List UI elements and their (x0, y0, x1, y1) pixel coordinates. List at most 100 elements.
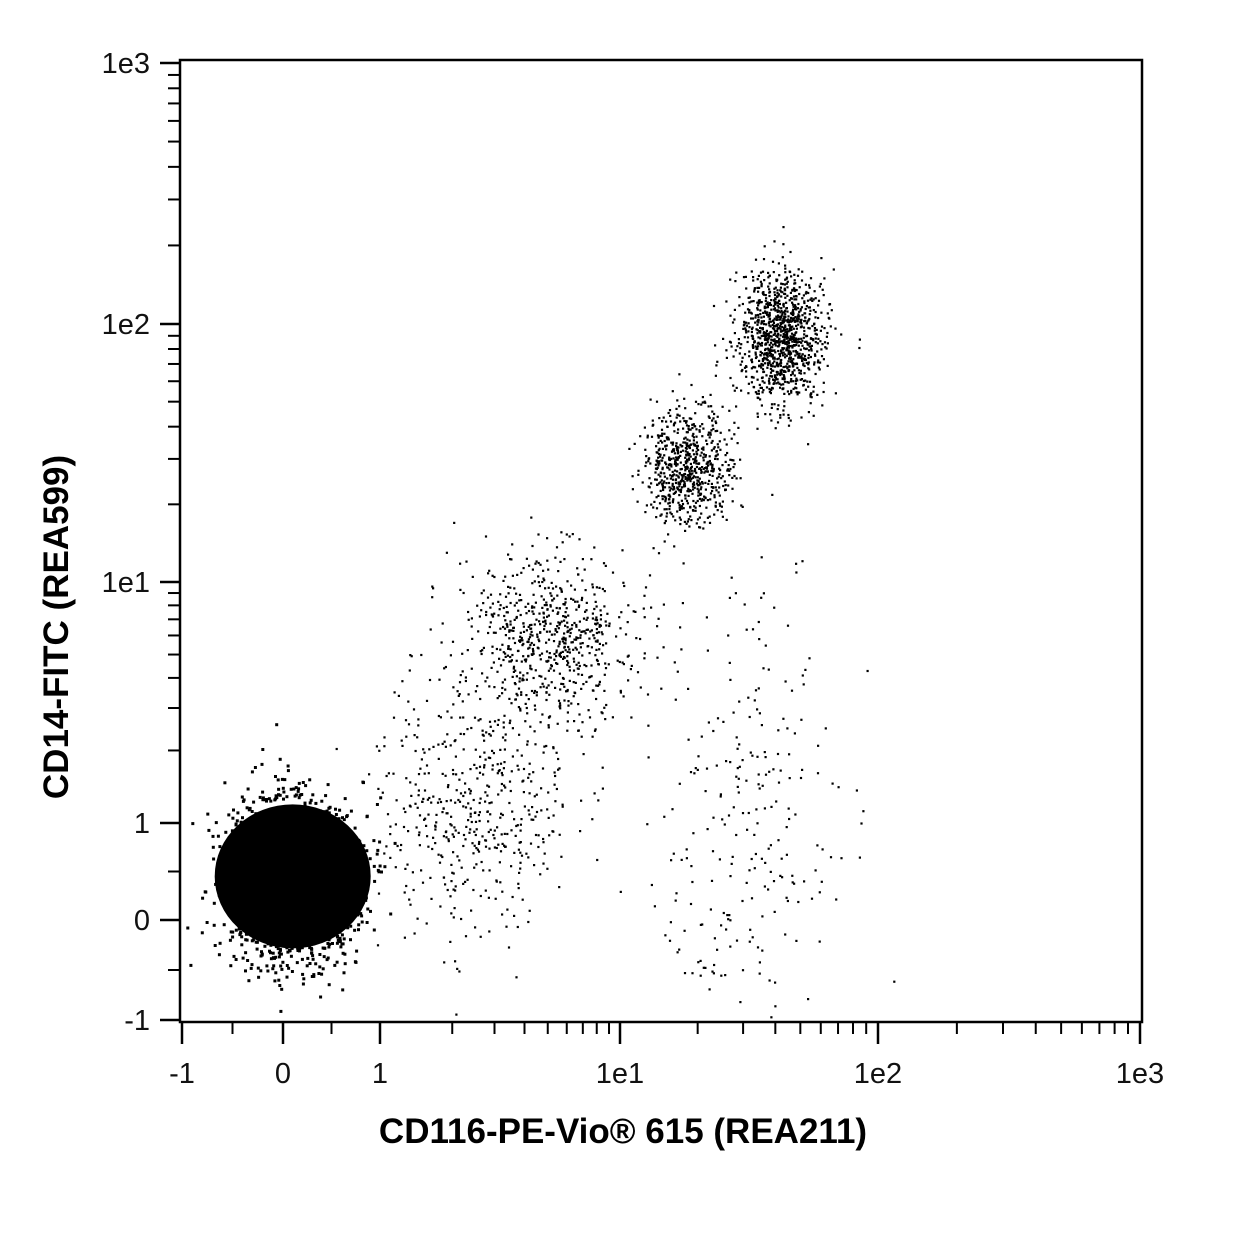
data-point (716, 360, 719, 363)
data-point (595, 697, 598, 701)
data-point (490, 613, 493, 616)
data-point (668, 409, 672, 412)
data-point (776, 295, 779, 298)
data-point (452, 835, 455, 838)
data-point (585, 628, 588, 631)
data-point (825, 347, 828, 350)
data-point (696, 476, 699, 479)
data-point (547, 586, 550, 589)
data-point (656, 461, 659, 464)
data-point (646, 434, 649, 437)
data-point (675, 456, 678, 459)
data-point (680, 505, 684, 508)
data-point (547, 816, 550, 819)
data-point (596, 659, 599, 663)
data-point (655, 445, 658, 448)
data-point (548, 693, 551, 696)
data-point (606, 612, 609, 615)
data-point (595, 619, 599, 622)
data-point (532, 818, 535, 821)
data-point (324, 794, 328, 798)
data-point (773, 328, 776, 331)
data-point (702, 527, 705, 530)
data-point (716, 429, 719, 432)
data-point (539, 631, 542, 634)
data-point (549, 604, 552, 607)
data-point (659, 481, 662, 484)
data-point (540, 787, 543, 790)
data-point (526, 743, 529, 746)
data-point (737, 426, 740, 429)
data-point (477, 814, 480, 817)
data-point (661, 466, 664, 469)
data-point (509, 586, 512, 589)
data-point (654, 478, 657, 481)
data-point (766, 347, 769, 350)
data-point (499, 881, 502, 884)
data-point (803, 333, 806, 336)
data-point (788, 319, 791, 322)
data-point (804, 307, 807, 311)
data-point (591, 689, 594, 692)
data-point (695, 450, 698, 453)
data-point (276, 778, 280, 782)
data-point (476, 777, 479, 780)
data-point (504, 655, 507, 658)
data-point (325, 809, 329, 813)
data-point (740, 504, 743, 507)
data-point (575, 663, 578, 666)
data-point (537, 638, 540, 641)
data-point (557, 621, 560, 624)
data-point (763, 381, 766, 384)
data-point (566, 659, 569, 663)
data-point (534, 562, 537, 565)
data-point (478, 840, 481, 844)
data-point (245, 806, 249, 810)
data-point (684, 407, 687, 410)
data-point (492, 752, 495, 755)
data-point (717, 446, 720, 449)
data-point (763, 245, 766, 248)
data-point (470, 909, 473, 912)
data-point (547, 716, 551, 719)
data-point (731, 500, 734, 503)
data-point (453, 907, 456, 910)
data-point (566, 626, 569, 629)
data-point (461, 700, 464, 703)
data-point (787, 381, 790, 384)
data-point (465, 560, 468, 563)
data-point (275, 723, 279, 727)
data-point (675, 442, 678, 445)
data-point (700, 469, 703, 472)
data-point (542, 837, 545, 841)
data-point (808, 313, 811, 316)
data-point (274, 971, 278, 975)
data-point (779, 355, 782, 358)
data-point (672, 449, 676, 452)
data-point (527, 776, 530, 779)
data-point (323, 946, 327, 950)
data-point (464, 935, 468, 938)
data-point (450, 863, 453, 866)
data-point (712, 447, 715, 450)
data-point (441, 742, 444, 745)
data-point (753, 340, 756, 343)
data-point (791, 318, 795, 321)
data-point (684, 497, 687, 500)
data-point (762, 389, 765, 392)
data-point (759, 331, 762, 334)
data-point (504, 688, 507, 691)
data-point (587, 709, 590, 712)
data-point (667, 498, 671, 501)
data-point (719, 448, 722, 451)
data-point (782, 409, 785, 412)
data-point (459, 562, 462, 565)
data-point (562, 637, 565, 640)
data-point (435, 813, 438, 816)
data-point (212, 901, 216, 905)
data-point (664, 498, 667, 501)
data-point (773, 293, 777, 297)
data-point (533, 689, 537, 693)
data-point (598, 625, 601, 628)
data-point (420, 758, 423, 761)
